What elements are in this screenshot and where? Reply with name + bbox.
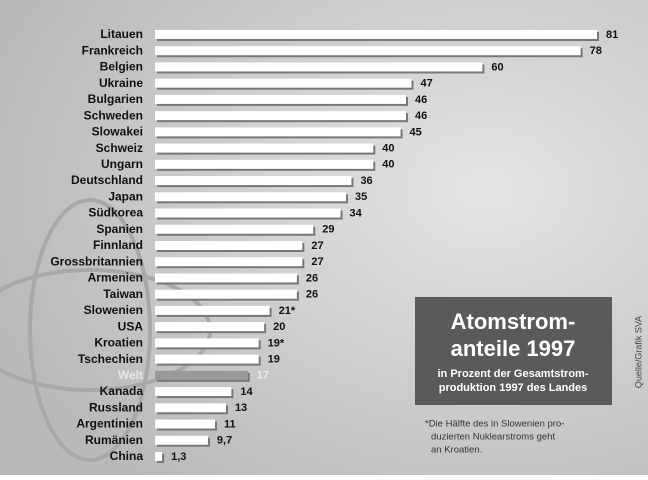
y-tick-label: Welt — [118, 368, 143, 382]
y-tick-label: Spanien — [96, 222, 143, 236]
bar — [155, 306, 270, 315]
bar — [155, 127, 401, 136]
bar — [155, 62, 482, 71]
bar — [155, 176, 351, 185]
y-tick-label: Armenien — [88, 271, 143, 285]
bar — [155, 371, 248, 380]
chart: Atomstrom- anteile 1997 in Prozent der G… — [0, 0, 648, 475]
value-label: 60 — [491, 61, 503, 73]
value-label: 19* — [268, 337, 285, 349]
y-tick-label: Schweden — [84, 108, 143, 122]
value-label: 40 — [382, 159, 394, 171]
bar — [155, 95, 406, 104]
bar — [155, 225, 313, 234]
bar — [155, 144, 373, 153]
y-tick-label: Südkorea — [88, 206, 143, 220]
bar — [155, 46, 581, 55]
y-tick-label: Ungarn — [101, 157, 143, 171]
title-line: Atomstrom- — [451, 309, 576, 334]
subtitle-line: in Prozent der Gesamtstrom- — [438, 368, 589, 380]
bar — [155, 241, 302, 250]
y-tick-label: Finnland — [93, 238, 143, 252]
bar — [155, 436, 208, 445]
y-tick-label: Russland — [89, 400, 143, 414]
value-label: 40 — [382, 143, 394, 155]
value-label: 26 — [306, 272, 318, 284]
bar — [155, 209, 341, 218]
bar — [155, 160, 373, 169]
y-tick-label: Kroatien — [94, 336, 143, 350]
title-line: anteile 1997 — [451, 336, 576, 361]
y-tick-label: China — [110, 449, 144, 463]
y-tick-label: Schweiz — [96, 141, 143, 155]
value-label: 9,7 — [217, 435, 232, 447]
y-tick-label: USA — [118, 319, 144, 333]
bar — [155, 403, 226, 412]
y-tick-label: Slowenien — [84, 303, 143, 317]
y-tick-label: Grossbritannien — [50, 254, 143, 268]
value-label: 20 — [273, 321, 285, 333]
footnote-line: duzierten Nuklearstroms geht — [431, 432, 555, 443]
value-label: 27 — [311, 240, 323, 252]
value-label: 46 — [415, 94, 427, 106]
y-tick-label: Deutschland — [71, 173, 143, 187]
bar — [155, 452, 162, 461]
value-label: 27 — [311, 256, 323, 268]
value-label: 47 — [420, 78, 432, 90]
value-label: 19 — [268, 354, 280, 366]
y-tick-label: Belgien — [100, 60, 143, 74]
value-label: 1,3 — [171, 451, 186, 463]
bar — [155, 79, 411, 88]
value-label: 35 — [355, 191, 367, 203]
bar — [155, 420, 215, 429]
footnote-line: an Kroatien. — [431, 445, 482, 456]
bar — [155, 257, 302, 266]
subtitle-line: produktion 1997 des Landes — [439, 382, 588, 394]
y-tick-label: Ukraine — [99, 76, 143, 90]
value-label: 46 — [415, 110, 427, 122]
y-tick-label: Litauen — [100, 27, 143, 41]
value-label: 13 — [235, 402, 247, 414]
value-label: 81 — [606, 29, 618, 41]
value-label: 45 — [410, 126, 422, 138]
y-tick-label: Frankreich — [82, 43, 143, 57]
bar — [155, 30, 597, 39]
y-tick-label: Japan — [108, 189, 143, 203]
y-tick-label: Slowakei — [92, 125, 143, 139]
y-tick-label: Bulgarien — [88, 92, 143, 106]
value-label: 11 — [224, 418, 236, 430]
footnote-line: *Die Hälfte des in Slowenien pro- — [425, 419, 564, 430]
y-tick-label: Kanada — [100, 384, 144, 398]
source: Quelle/Grafik SVA — [633, 316, 643, 388]
bar — [155, 338, 259, 347]
bar — [155, 290, 297, 299]
bar — [155, 111, 406, 120]
bar — [155, 387, 231, 396]
bar — [155, 322, 264, 331]
bar — [155, 192, 346, 201]
bar — [155, 273, 297, 282]
value-label: 26 — [306, 289, 318, 301]
bar — [155, 355, 259, 364]
value-label: 34 — [350, 207, 363, 219]
value-label: 14 — [240, 386, 253, 398]
y-tick-label: Argentinien — [76, 417, 143, 431]
value-label: 17 — [257, 370, 269, 382]
value-label: 78 — [590, 45, 602, 57]
value-label: 36 — [360, 175, 372, 187]
value-label: 21* — [279, 305, 296, 317]
y-tick-label: Rumänien — [85, 433, 143, 447]
y-tick-label: Tschechien — [78, 352, 143, 366]
y-tick-label: Taiwan — [103, 287, 143, 301]
value-label: 29 — [322, 224, 334, 236]
